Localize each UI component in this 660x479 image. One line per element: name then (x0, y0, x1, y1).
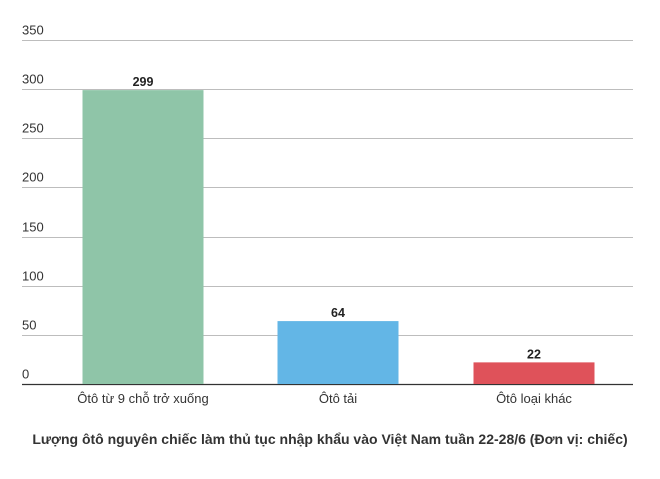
x-tick-label: Ôtô loại khác (496, 391, 572, 406)
labels-layer: 299 Ôtô từ 9 chỗ trở xuống 64 Ôtô tải 22 Ôtô … (77, 75, 572, 406)
data-label: 22 (527, 347, 541, 361)
bar-1 (82, 90, 204, 384)
x-tick-label: Ôtô tải (319, 391, 357, 406)
bars-layer (82, 90, 595, 384)
bar-2 (277, 321, 399, 384)
grid-layer: 0 50 100 150 200 250 300 350 (22, 23, 633, 386)
bar-3 (473, 362, 595, 384)
y-tick-label: 50 (22, 318, 36, 333)
y-tick-label: 300 (22, 72, 44, 87)
y-tick-label: 200 (22, 170, 44, 185)
y-tick-label: 0 (22, 367, 29, 382)
y-tick-label: 150 (22, 220, 44, 235)
y-tick-label: 100 (22, 269, 44, 284)
x-tick-label: Ôtô từ 9 chỗ trở xuống (77, 391, 208, 406)
y-tick-label: 350 (22, 23, 44, 38)
chart-title: Lượng ôtô nguyên chiếc làm thủ tục nhập … (32, 431, 628, 447)
data-label: 299 (133, 75, 154, 89)
y-tick-label: 250 (22, 121, 44, 136)
data-label: 64 (331, 306, 345, 320)
